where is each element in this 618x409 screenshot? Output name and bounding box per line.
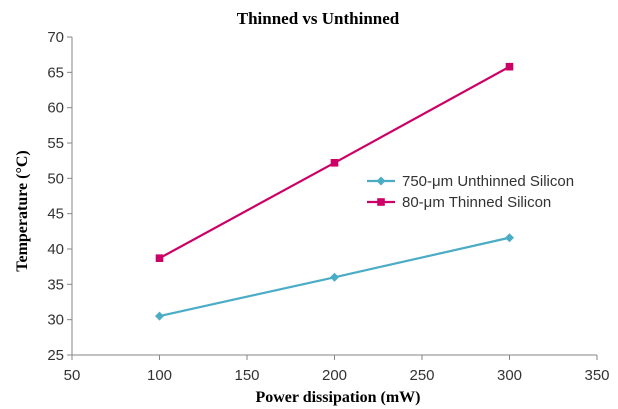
series-layer — [155, 62, 514, 321]
y-tick-label: 40 — [47, 241, 64, 258]
data-point — [330, 158, 339, 167]
legend-label: 80-μm Thinned Silicon — [402, 194, 551, 211]
y-tick-label: 45 — [47, 206, 64, 223]
data-point — [155, 311, 164, 321]
x-tick-label: 50 — [64, 367, 81, 384]
x-tick-label: 250 — [409, 367, 434, 384]
axes: 25 30 35 40 45 50 55 60 65 70 50 100 150 200 250 300 350 — [47, 29, 609, 384]
x-tick-label: 350 — [584, 367, 609, 384]
series-2 — [155, 62, 514, 262]
y-tick-label: 50 — [47, 170, 64, 187]
y-tick-label: 70 — [47, 29, 64, 46]
legend-marker — [376, 176, 386, 186]
data-point — [505, 62, 514, 71]
x-tick-label: 150 — [234, 367, 259, 384]
legend-item: 80-μm Thinned Silicon — [367, 194, 551, 211]
series-1 — [155, 233, 514, 321]
legend-item: 750-μm Unthinned Silicon — [367, 173, 574, 190]
y-tick-label: 35 — [47, 276, 64, 293]
data-point — [155, 254, 164, 262]
legend: 750-μm Unthinned Silicon 80-μm Thinned Si… — [367, 173, 574, 211]
data-point — [505, 233, 514, 243]
x-tick-label: 200 — [322, 367, 347, 384]
x-tick-label: 100 — [147, 367, 172, 384]
x-tick-label: 300 — [497, 367, 522, 384]
chart-title: Thinned vs Unthinned — [237, 9, 400, 28]
x-axis-title: Power dissipation (mW) — [255, 389, 420, 406]
y-tick-label: 60 — [47, 100, 64, 117]
y-tick-label: 25 — [47, 347, 64, 364]
legend-marker — [377, 198, 385, 206]
y-tick-label: 30 — [47, 312, 64, 329]
data-point — [330, 272, 339, 282]
y-axis-title-group: Temperature (°C) — [14, 150, 31, 271]
y-tick-label: 65 — [47, 64, 64, 81]
y-tick-label: 55 — [47, 135, 64, 152]
y-axis-title: Temperature (°C) — [14, 150, 31, 271]
legend-label: 750-μm Unthinned Silicon — [402, 173, 574, 190]
